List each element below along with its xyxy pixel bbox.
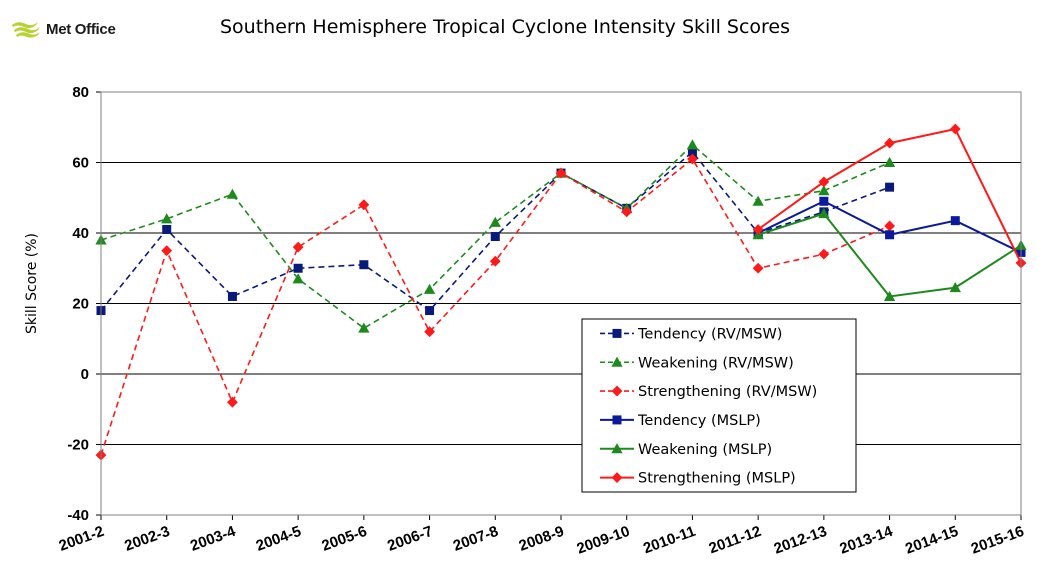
x-tick-label: 2004-5	[254, 523, 304, 555]
y-tick-label: 20	[72, 296, 89, 313]
y-tick-label: 0	[81, 366, 89, 383]
y-tick-label: -20	[67, 437, 89, 454]
data-point	[161, 245, 173, 257]
x-tick-label: 2001-2	[57, 523, 107, 555]
data-point	[884, 220, 895, 232]
data-point	[611, 385, 623, 397]
data-point	[950, 216, 960, 226]
legend-item: Weakening (RV/MSW)	[600, 355, 794, 371]
legend-box	[581, 318, 857, 493]
data-point	[358, 322, 370, 333]
data-point	[621, 206, 633, 218]
legend-label: Strengthening (RV/MSW)	[638, 384, 817, 400]
data-point	[819, 196, 829, 206]
data-point	[885, 182, 895, 192]
met-office-logo-text: Met Office	[46, 20, 116, 38]
data-point	[687, 153, 698, 165]
y-tick-label: 80	[72, 84, 89, 101]
series-layer	[95, 123, 1027, 461]
data-point	[818, 185, 830, 196]
x-tick-label: 2007-8	[451, 523, 501, 555]
legend-label: Strengthening (MSLP)	[638, 471, 796, 487]
data-point	[555, 167, 567, 179]
data-point	[611, 443, 623, 454]
data-point	[359, 260, 369, 270]
series-6	[752, 123, 1027, 269]
data-point	[883, 290, 896, 301]
data-point	[293, 263, 303, 273]
data-point	[161, 213, 173, 224]
met-office-logo-icon	[12, 22, 40, 38]
data-point	[883, 156, 896, 167]
y-tick-label: 60	[72, 155, 89, 172]
data-point	[292, 241, 304, 253]
plot-area-border	[100, 91, 1022, 516]
data-point	[752, 195, 764, 206]
series-3	[95, 153, 895, 461]
data-point	[490, 232, 500, 242]
legend-item: Weakening (MSLP)	[600, 442, 772, 458]
data-point	[227, 396, 238, 408]
data-point	[423, 283, 436, 294]
data-point	[226, 188, 239, 199]
data-point	[425, 306, 435, 316]
met-office-logo: Met Office	[10, 14, 116, 44]
legend-label: Tendency (MSLP)	[637, 413, 761, 429]
data-point	[292, 273, 304, 284]
series-1	[96, 147, 895, 316]
data-point	[162, 224, 172, 234]
series-line	[757, 127, 1022, 264]
data-point	[611, 472, 623, 483]
y-tick-label: -40	[67, 507, 89, 524]
x-axis-ticks: 2001-2 2002-3 2003-4 2004-5 2005-6 2006-7 2007…	[57, 515, 1027, 558]
legend-label: Weakening (MSLP)	[638, 442, 772, 458]
legend-item: Tendency (MSLP)	[600, 413, 761, 429]
data-point	[358, 199, 370, 211]
y-tick-label: 40	[72, 225, 89, 242]
legend-label: Tendency (RV/MSW)	[637, 326, 782, 342]
x-tick-label: 2006-7	[385, 523, 435, 555]
x-tick-label: 2008-9	[517, 523, 567, 555]
data-point	[949, 282, 961, 293]
gridlines	[101, 162, 1021, 445]
data-point	[612, 328, 622, 338]
x-tick-label: 2013-14	[837, 523, 895, 558]
legend-item: Tendency (RV/MSW)	[600, 326, 782, 342]
legend: Tendency (RV/MSW) Weakening (RV/MSW) Stren…	[581, 318, 857, 493]
data-point	[885, 230, 895, 240]
y-axis-ticks: -40 -20 0 20 40 60 80	[67, 84, 101, 524]
x-tick-label: 2014-15	[903, 523, 961, 558]
chart-title: Southern Hemisphere Tropical Cyclone Int…	[219, 16, 791, 38]
x-tick-label: 2012-13	[772, 523, 830, 558]
data-point	[818, 207, 830, 219]
data-point	[227, 291, 237, 301]
legend-label: Weakening (RV/MSW)	[638, 355, 794, 371]
data-point	[612, 415, 622, 425]
data-point	[818, 248, 830, 260]
data-point	[752, 224, 764, 235]
data-point	[752, 262, 764, 274]
data-point	[884, 137, 895, 149]
data-point	[424, 326, 435, 338]
data-point	[949, 123, 961, 135]
data-point	[687, 147, 697, 157]
data-point	[686, 139, 699, 150]
x-tick-label: 2005-6	[320, 523, 370, 555]
data-point	[611, 356, 623, 367]
x-tick-label: 2003-4	[188, 523, 238, 555]
x-tick-label: 2002-3	[122, 523, 172, 555]
legend-item: Strengthening (RV/MSW)	[600, 384, 817, 400]
y-axis-label: Skill Score (%)	[24, 233, 40, 334]
legend-item: Strengthening (MSLP)	[600, 471, 796, 487]
x-tick-label: 2010-11	[641, 523, 698, 558]
x-tick-label: 2015-16	[969, 523, 1027, 558]
data-point	[489, 216, 501, 227]
data-point	[818, 176, 830, 188]
data-point	[489, 255, 501, 267]
x-tick-label: 2009-10	[575, 523, 633, 558]
x-tick-label: 2011-12	[707, 523, 764, 558]
